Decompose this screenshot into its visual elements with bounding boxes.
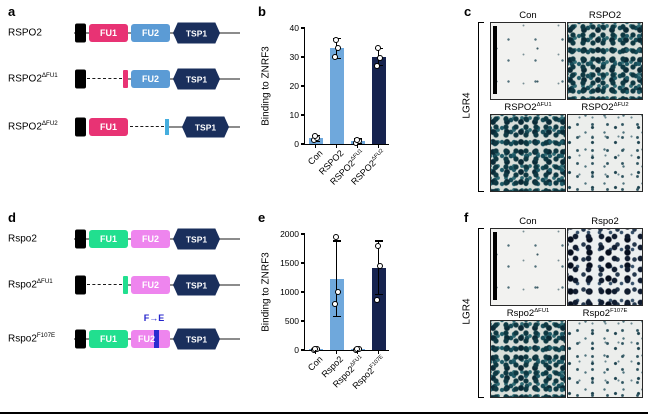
panel-d-label: d	[8, 210, 16, 225]
protein-name: Rspo2	[8, 234, 37, 245]
signal-peptide-box	[75, 69, 86, 89]
fu2-domain: FU2	[131, 276, 170, 294]
protein-name: Rspo2ΔFU1	[8, 278, 53, 291]
fu2-domain: FU2	[131, 330, 170, 348]
binding-chart-e: 0 500 1000 1500 2000 Con Rspo2 Rspo2ΔFU1 Rspo2F1…	[280, 229, 389, 391]
lgr4-side-label: LGR4	[461, 298, 473, 325]
panel-f-label: f	[464, 210, 469, 225]
fu1-domain: FU1	[89, 24, 128, 42]
y-axis-label: Binding to ZNRF3	[260, 252, 272, 332]
panel-b-label: b	[258, 4, 266, 19]
protein-name: RSPO2ΔFU2	[8, 120, 58, 133]
protein-row-rspo2: RSPO2 FU1 FU2 TSP1	[4, 20, 246, 46]
micrograph-mrspo2	[567, 228, 643, 306]
protein-row-mrspo2: Rspo2 FU1 FU2 TSP1	[4, 226, 246, 252]
micrograph-label: Con	[519, 10, 537, 21]
micrograph-mrspo2-f107e	[567, 320, 643, 398]
panel-c: c LGR4 Con RSPO2 RSPO2ΔFU1 RSPO2ΔFU2	[456, 2, 646, 208]
protein-row-mrspo2-f107e: Rspo2F107E F→E FU1 FU2 TSP1	[4, 313, 246, 352]
micrograph-rspo2-dfu1	[490, 114, 566, 192]
y-axis-label: Binding to ZNRF3	[260, 46, 272, 126]
protein-diagram: FU2 TSP1	[74, 272, 246, 298]
micrograph-label: RSPO2	[588, 10, 622, 21]
deleted-region-dashes	[130, 126, 164, 127]
micrograph-label: Con	[519, 216, 537, 227]
signal-peptide-box	[75, 229, 86, 249]
deleted-region-dashes	[87, 284, 122, 285]
micrograph-con	[490, 228, 566, 306]
protein-row-rspo2-dfu2: RSPO2ΔFU2 FU1 TSP1	[4, 114, 246, 140]
tsp1-domain: TSP1	[173, 228, 220, 250]
signal-peptide-box	[75, 23, 86, 43]
protein-diagram: FU1 FU2 TSP1	[74, 226, 246, 252]
protein-diagram: F→E FU1 FU2 TSP1	[74, 313, 246, 352]
panel-a-label: a	[8, 4, 16, 19]
micrograph-label: RSPO2ΔFU1	[504, 101, 552, 113]
tsp1-domain: TSP1	[173, 68, 220, 90]
protein-name: RSPO2	[8, 28, 42, 39]
protein-name-sup: ΔFU1	[41, 72, 58, 80]
lgr4-bracket	[478, 228, 484, 398]
protein-diagram: FU1 TSP1	[74, 114, 246, 140]
protein-name-base: RSPO2	[8, 73, 42, 85]
mutation-label: F→E	[143, 313, 165, 323]
protein-name: RSPO2ΔFU1	[8, 72, 58, 85]
signal-peptide-box	[75, 275, 86, 295]
panel-e: e Binding to ZNRF3 0 500 1000 1500 2000 Con Rs…	[246, 208, 456, 412]
fu1-domain: FU1	[89, 118, 128, 136]
micrograph-mrspo2-dfu1	[490, 320, 566, 398]
fu2-domain: FU2	[131, 70, 170, 88]
micrograph-label: RSPO2ΔFU2	[581, 101, 629, 113]
protein-name-base: Rspo2	[8, 279, 37, 291]
signal-peptide-box	[75, 329, 86, 349]
protein-name-base: RSPO2	[8, 121, 42, 133]
micrograph-grid: Con RSPO2 RSPO2ΔFU1 RSPO2ΔFU2	[490, 10, 643, 192]
panel-e-label: e	[258, 210, 266, 225]
protein-diagram: FU1 FU2 TSP1	[74, 20, 246, 46]
panel-f: f LGR4 Con Rspo2 Rspo2ΔFU1 Rspo2F107E	[456, 208, 646, 412]
fu2-remnant-tick	[165, 119, 169, 135]
protein-name-sup: ΔFU2	[41, 120, 58, 128]
micrograph-label: Rspo2	[591, 216, 619, 227]
protein-name-sup: ΔFU1	[36, 278, 53, 286]
panel-b: b Binding to ZNRF3 0 10 20 30 40 Con RSPO2 RSPO…	[246, 2, 456, 206]
tsp1-domain: TSP1	[173, 274, 220, 296]
fu1-domain: FU1	[89, 230, 128, 248]
binding-chart-b: 0 10 20 30 40 Con RSPO2 RSPO2ΔFU1 RSPO2ΔFU2	[290, 23, 389, 187]
protein-row-mrspo2-dfu1: Rspo2ΔFU1 FU2 TSP1	[4, 272, 246, 298]
fu2-domain: FU2	[131, 230, 170, 248]
fu1-domain: FU1	[89, 330, 128, 348]
protein-row-rspo2-dfu1: RSPO2ΔFU1 FU2 TSP1	[4, 66, 246, 92]
scale-bar	[493, 26, 497, 94]
lgr4-bracket	[478, 22, 484, 192]
panel-a: a RSPO2 FU1 FU2 TSP1 RSPO2ΔFU1 FU2 TSP1	[4, 2, 246, 202]
fu2-domain-label: FU2	[137, 334, 155, 344]
micrograph-label: Rspo2ΔFU1	[506, 307, 550, 319]
protein-name-sup: F107E	[36, 332, 56, 340]
tsp1-domain: TSP1	[173, 328, 220, 350]
protein-name-base: Rspo2	[8, 333, 37, 345]
protein-diagram: FU2 TSP1	[74, 66, 246, 92]
panel-c-label: c	[464, 4, 472, 19]
micrograph-con	[490, 22, 566, 100]
micrograph-rspo2-dfu2	[567, 114, 643, 192]
deleted-region-dashes	[87, 78, 122, 79]
fu1-remnant-stub	[123, 70, 128, 88]
fu2-domain: FU2	[131, 24, 170, 42]
protein-name-base: RSPO2	[8, 27, 42, 39]
panel-d: d Rspo2 FU1 FU2 TSP1 Rspo2ΔFU1 FU2 TSP1	[4, 208, 246, 408]
fu1-remnant-stub	[123, 276, 128, 294]
lgr4-side-label: LGR4	[461, 92, 473, 119]
f107e-mutation-stripe	[154, 330, 159, 348]
tsp1-domain: TSP1	[173, 22, 220, 44]
protein-name-base: Rspo2	[8, 233, 37, 245]
micrograph-rspo2	[567, 22, 643, 100]
micrograph-grid: Con Rspo2 Rspo2ΔFU1 Rspo2F107E	[490, 216, 643, 398]
signal-peptide-box	[75, 117, 86, 137]
micrograph-label: Rspo2F107E	[582, 307, 628, 319]
protein-name: Rspo2F107E	[8, 332, 56, 345]
scale-bar	[493, 232, 497, 300]
tsp1-domain: TSP1	[182, 116, 229, 138]
